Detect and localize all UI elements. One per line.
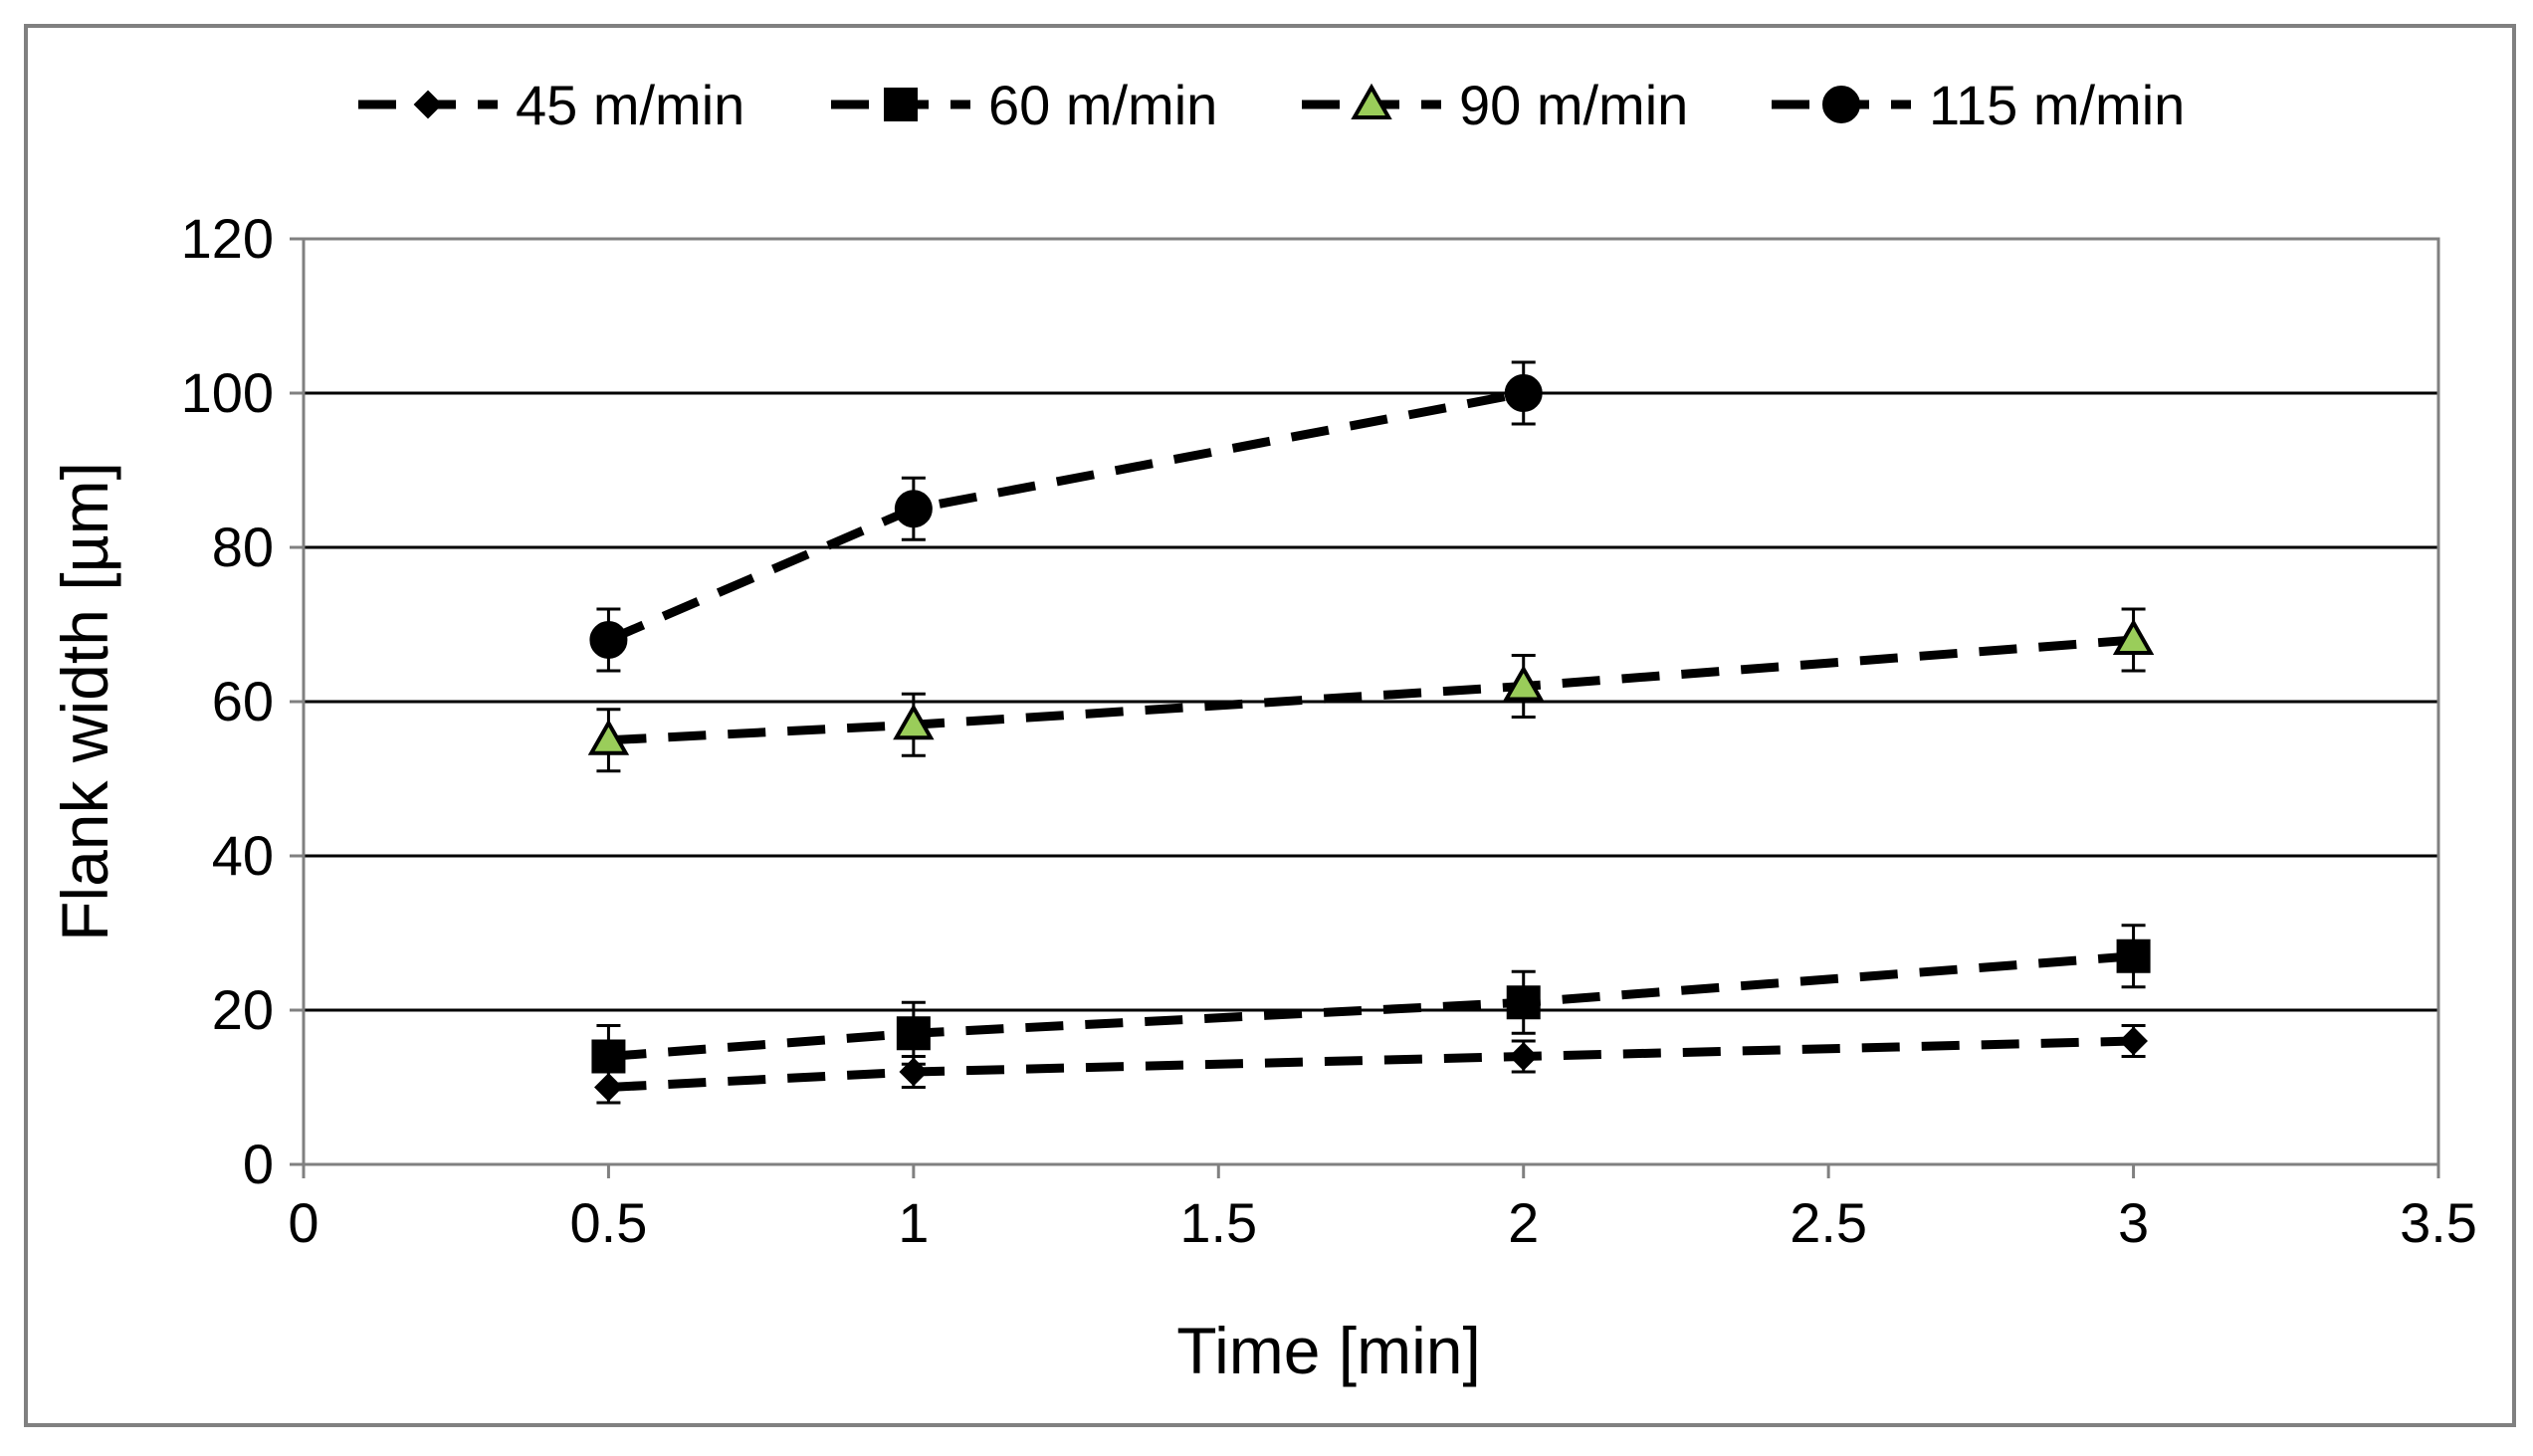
y-tick-label: 120 — [181, 207, 274, 270]
y-tick-label: 20 — [212, 978, 274, 1041]
legend-label: 115 m/min — [1929, 74, 2185, 136]
series-line — [606, 388, 1525, 645]
x-tick-label: 1.5 — [1179, 1191, 1257, 1254]
legend-marker — [884, 88, 918, 121]
data-point — [1504, 374, 1543, 412]
legend-label: 45 m/min — [516, 74, 744, 136]
legend-item: 115 m/min — [1772, 74, 2185, 136]
series-60-m-min — [591, 924, 2151, 1089]
series-line — [608, 951, 2134, 1061]
x-tick-label: 2 — [1508, 1191, 1539, 1254]
x-tick-label: 0.5 — [569, 1191, 647, 1254]
chart-frame — [24, 24, 2516, 1427]
legend-marker — [1351, 83, 1392, 119]
series-115-m-min — [589, 360, 1543, 673]
gridlines — [304, 391, 2438, 1012]
y-tick-label: 100 — [181, 361, 274, 424]
y-tick-label: 40 — [212, 824, 274, 887]
legend-marker — [1822, 86, 1860, 123]
y-tick-label: 80 — [212, 516, 274, 578]
data-point — [1506, 985, 1541, 1020]
data-point — [2116, 938, 2151, 973]
axes: 0 20 40 60 80 100 120 0 0.5 1 1.5 2 2.5 3 3.5 — [181, 207, 2477, 1254]
series-45-m-min — [594, 1024, 2148, 1105]
series-90-m-min — [587, 607, 2155, 773]
data-point — [896, 1016, 931, 1051]
data-point — [2119, 1026, 2148, 1056]
data-point — [1509, 1042, 1539, 1071]
legend: 45 m/min 60 m/min 90 m/min 115 m/min — [358, 74, 2185, 136]
data-point — [591, 1039, 626, 1074]
x-tick-label: 2.5 — [1790, 1191, 1867, 1254]
legend-label: 60 m/min — [988, 74, 1217, 136]
series-layer — [587, 360, 2155, 1105]
data-point — [894, 490, 933, 528]
legend-item: 90 m/min — [1302, 74, 1688, 136]
legend-label: 90 m/min — [1459, 74, 1688, 136]
x-axis-title: Time [min] — [1176, 1314, 1481, 1387]
x-tick-label: 1 — [898, 1191, 929, 1254]
y-tick-label: 0 — [243, 1133, 274, 1195]
series-line — [608, 1036, 2134, 1092]
data-point — [893, 703, 935, 740]
legend-item: 45 m/min — [358, 74, 744, 136]
data-point — [589, 621, 628, 659]
data-point — [1503, 665, 1545, 702]
y-tick-label: 60 — [212, 670, 274, 732]
data-point — [2112, 618, 2155, 655]
x-tick-label: 3.5 — [2400, 1191, 2477, 1254]
y-axis-title: Flank width [µm] — [48, 462, 121, 941]
x-tick-label: 0 — [288, 1191, 318, 1254]
legend-item: 60 m/min — [831, 74, 1217, 136]
series-line — [608, 635, 2134, 745]
data-point — [587, 719, 630, 755]
x-tick-label: 3 — [2118, 1191, 2149, 1254]
legend-marker — [413, 90, 443, 119]
